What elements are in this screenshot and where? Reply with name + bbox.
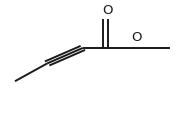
Text: O: O xyxy=(103,4,113,17)
Text: O: O xyxy=(131,31,142,44)
